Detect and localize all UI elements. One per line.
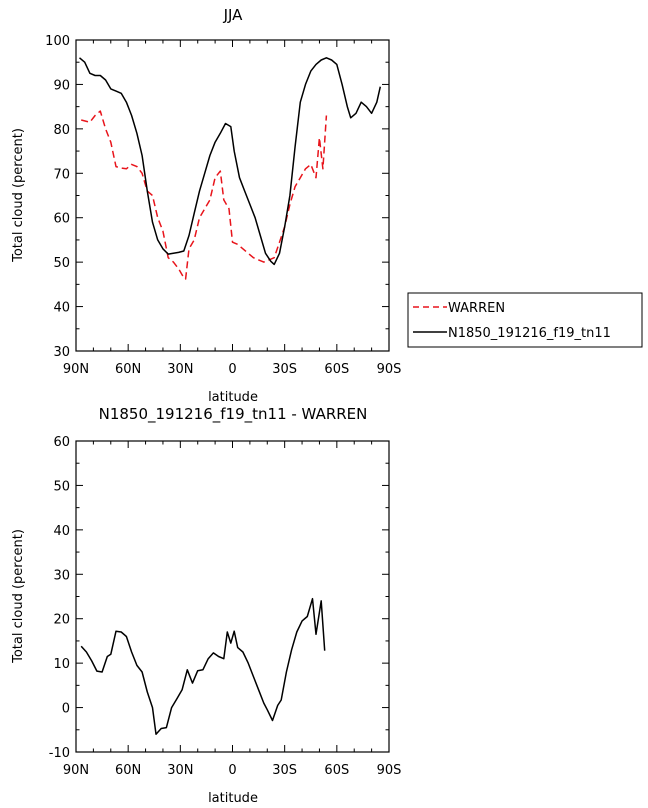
- top-y-tick-label: 100: [45, 34, 70, 49]
- top-panel: JJA 90N 60N 30N 0 30S 60S 90S 30 40 50 60 70 80 90 100…: [11, 6, 401, 405]
- bottom-x-tick-label: 60N: [115, 763, 141, 778]
- top-series: [79, 57, 382, 280]
- bottom-x-tick-label: 30S: [272, 763, 297, 778]
- bottom-y-tick-label: 40: [53, 524, 70, 539]
- legend-label-model: N1850_191216_f19_tn11: [448, 326, 611, 341]
- top-chart-title: JJA: [223, 6, 244, 24]
- top-y-axis-label: Total cloud (percent): [11, 128, 26, 263]
- bottom-y-tick-label: 10: [53, 657, 70, 672]
- top-y-tick-label: 70: [53, 167, 70, 182]
- bottom-y-axis-label: Total cloud (percent): [11, 529, 26, 664]
- top-y-tick-label: 50: [53, 256, 70, 271]
- bottom-x-tick-label: 0: [228, 763, 236, 778]
- top-y-tick-label: 40: [53, 301, 70, 316]
- top-x-axis-label: latitude: [208, 390, 258, 405]
- bottom-series: [80, 597, 326, 735]
- legend: WARREN N1850_191216_f19_tn11: [407, 292, 643, 348]
- top-series-line-warren: [81, 110, 328, 280]
- top-plot-frame: [75, 39, 390, 352]
- bottom-panel: N1850_191216_f19_tn11 - WARREN 90N 60N 30N…: [11, 405, 401, 806]
- top-y-tick-label: 30: [53, 345, 70, 360]
- top-y-tick-label: 60: [53, 212, 70, 227]
- top-tick-labels: 90N 60N 30N 0 30S 60S 90S 30 40 50 60 70 80 90 100: [45, 34, 401, 377]
- bottom-y-tick-label: 50: [53, 479, 70, 494]
- bottom-x-tick-label: 90S: [377, 763, 402, 778]
- top-y-tick-label: 80: [53, 123, 70, 138]
- top-x-tick-label: 0: [228, 362, 236, 377]
- bottom-plot-frame: [75, 440, 390, 753]
- top-x-tick-label: 60N: [115, 362, 141, 377]
- legend-box: [407, 292, 643, 348]
- bottom-x-axis-label: latitude: [208, 791, 258, 806]
- legend-label-warren: WARREN: [448, 301, 505, 316]
- bottom-y-tick-label: -10: [49, 746, 70, 761]
- bottom-x-tick-label: 30N: [167, 763, 193, 778]
- bottom-x-tick-label: 90N: [63, 763, 89, 778]
- top-x-tick-label: 90N: [63, 362, 89, 377]
- bottom-x-tick-label: 60S: [324, 763, 349, 778]
- top-x-tick-label: 60S: [324, 362, 349, 377]
- bottom-y-tick-label: 20: [53, 613, 70, 628]
- bottom-tick-labels: 90N 60N 30N 0 30S 60S 90S -10 0 10 20 30 40 50 60: [49, 435, 402, 778]
- bottom-chart-title: N1850_191216_f19_tn11 - WARREN: [99, 405, 368, 424]
- top-x-tick-label: 90S: [377, 362, 402, 377]
- bottom-ticks: [75, 440, 390, 753]
- bottom-y-tick-label: 60: [53, 435, 70, 450]
- top-x-tick-label: 30N: [167, 362, 193, 377]
- top-y-tick-label: 90: [53, 78, 70, 93]
- bottom-series-line-difference: [80, 597, 326, 735]
- top-x-tick-label: 30S: [272, 362, 297, 377]
- bottom-y-tick-label: 0: [62, 702, 70, 717]
- bottom-y-tick-label: 30: [53, 568, 70, 583]
- top-series-line-n1850-191216-f19-tn11: [79, 57, 382, 266]
